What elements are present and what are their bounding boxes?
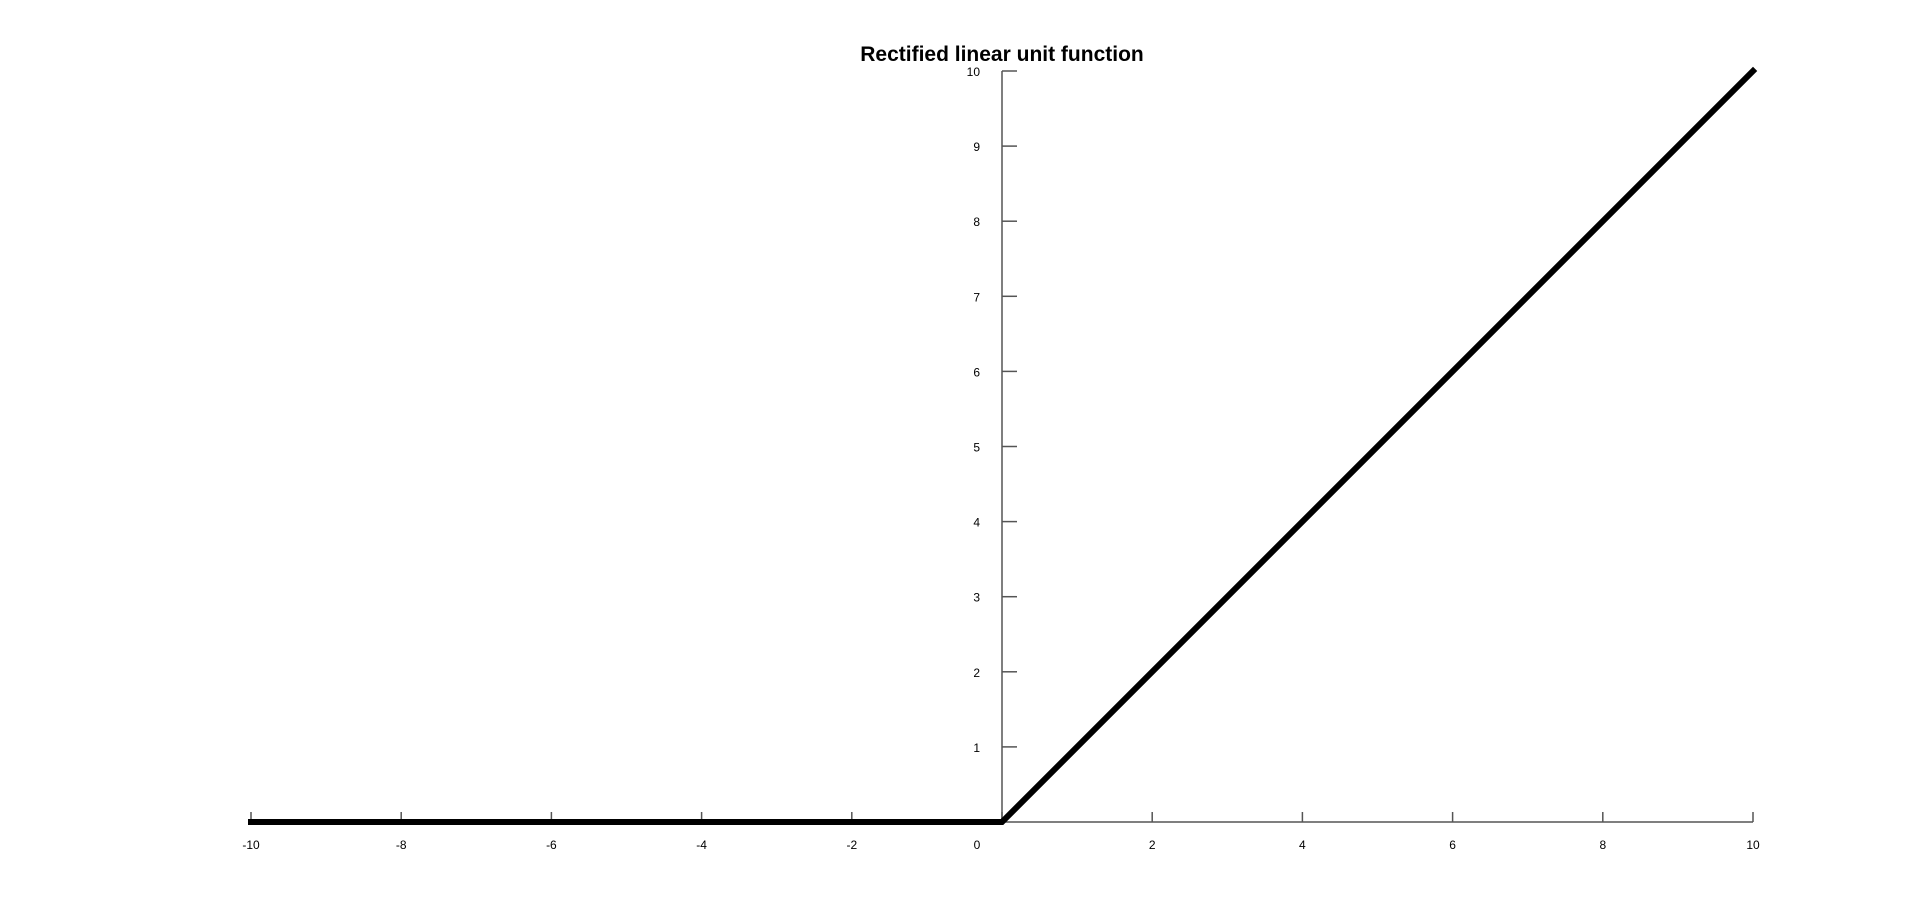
- y-tick-label: 7: [973, 290, 980, 304]
- x-axis-ticks: -10 -8 -6 -4 -2 0 2 4 6 8 10: [242, 812, 1760, 852]
- x-tick-label: 4: [1299, 838, 1306, 852]
- x-tick-label: 6: [1449, 838, 1456, 852]
- x-tick-label: 0: [974, 838, 981, 852]
- x-tick-label: -4: [696, 838, 707, 852]
- y-tick-label: 3: [973, 591, 980, 605]
- y-tick-label: 1: [973, 741, 980, 755]
- y-tick-label: 6: [973, 365, 980, 379]
- x-tick-label: -2: [846, 838, 857, 852]
- y-axis-ticks: 1 2 3 4 5 6 7 8 9 10: [967, 65, 1017, 755]
- x-tick-label: 8: [1599, 838, 1606, 852]
- y-tick-label: 2: [973, 666, 980, 680]
- y-tick-label: 8: [973, 215, 980, 229]
- relu-series-line: [248, 66, 1758, 825]
- x-tick-label: 10: [1746, 838, 1760, 852]
- y-tick-label: 9: [973, 140, 980, 154]
- chart-title: Rectified linear unit function: [860, 43, 1144, 66]
- series-layer: [248, 66, 1758, 825]
- y-tick-label: 5: [973, 441, 980, 455]
- x-tick-label: -6: [546, 838, 557, 852]
- x-tick-label: 2: [1149, 838, 1156, 852]
- x-tick-label: -10: [242, 838, 260, 852]
- y-tick-label: 10: [967, 65, 981, 79]
- x-tick-label: -8: [396, 838, 407, 852]
- y-tick-label: 4: [973, 516, 980, 530]
